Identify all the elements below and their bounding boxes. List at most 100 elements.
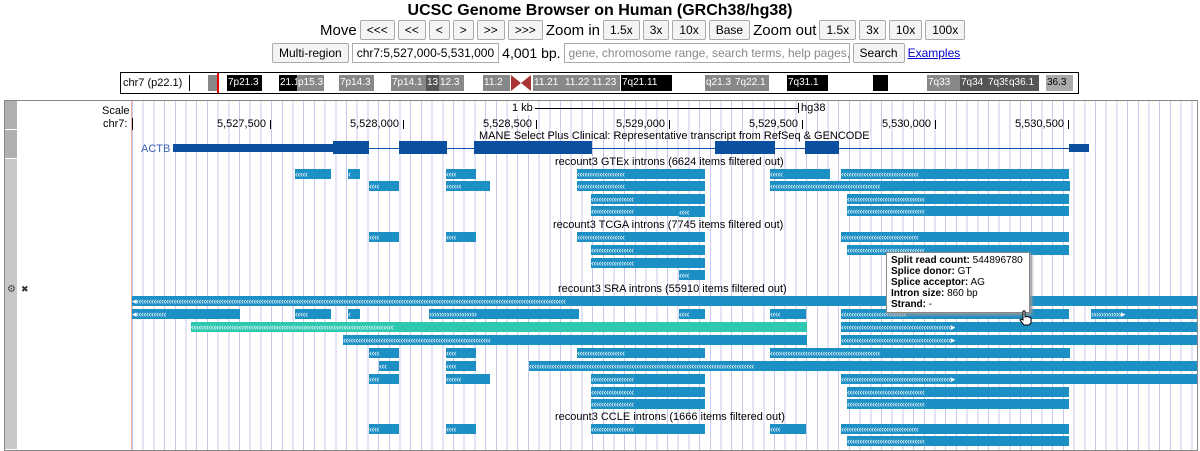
intron-feature[interactable]: ‹‹‹‹‹‹‹‹‹‹‹‹‹‹‹‹‹‹‹ — [577, 169, 705, 179]
move-right-button[interactable]: >> — [476, 20, 505, 40]
intron-feature[interactable]: ‹‹‹‹ — [369, 348, 399, 358]
intron-feature[interactable]: ‹‹‹‹‹‹‹‹‹‹‹‹‹‹‹‹‹ — [591, 206, 705, 216]
gene-intron-line — [173, 148, 1085, 149]
intron-feature[interactable]: ‹‹‹‹‹‹‹‹‹‹‹‹‹‹‹‹‹‹‹‹‹‹‹‹‹‹‹‹‹‹‹‹‹‹‹‹‹‹‹‹… — [343, 335, 807, 345]
examples-link[interactable]: Examples — [907, 46, 961, 60]
intron-feature[interactable]: ‹‹‹‹ — [369, 232, 399, 242]
intron-feature[interactable]: ‹‹‹‹‹‹‹‹‹‹‹‹‹‹‹‹‹ — [591, 387, 705, 397]
intron-feature[interactable]: ‹‹‹‹ — [446, 348, 476, 358]
zoom-out-10x-button[interactable]: 10x — [888, 20, 923, 40]
intron-feature[interactable]: ‹‹‹‹‹‹‹‹‹‹‹‹‹‹‹‹‹‹‹‹‹‹‹‹‹‹‹‹‹‹‹‹‹‹‹‹‹‹‹‹… — [841, 335, 1197, 345]
intron-feature[interactable]: ‹‹‹‹‹‹‹‹‹‹‹‹‹‹‹‹‹ — [591, 245, 705, 255]
intron-feature[interactable]: ‹‹‹‹ — [679, 309, 705, 319]
zoom-out-100x-button[interactable]: 100x — [925, 20, 966, 40]
gene-exon[interactable] — [333, 141, 369, 154]
gene-exon[interactable] — [173, 144, 333, 152]
intron-feature[interactable]: ‹‹‹‹ — [770, 424, 806, 434]
intron-feature[interactable]: ‹‹‹‹‹‹‹‹‹‹‹‹‹‹‹‹‹‹‹‹‹‹‹‹‹‹‹‹‹‹‹‹‹‹‹‹‹‹‹‹… — [191, 322, 807, 332]
track-grid — [132, 101, 1197, 450]
intron-feature[interactable]: ‹‹‹‹‹‹‹‹‹‹‹‹‹‹‹‹‹‹‹‹‹‹‹‹‹‹‹‹‹‹‹ — [847, 206, 1069, 216]
intron-feature[interactable]: ‹‹‹‹‹‹‹‹‹‹‹‹‹‹‹‹‹‹‹‹‹‹‹‹‹‹‹‹‹‹‹ — [841, 424, 1069, 434]
intron-feature[interactable]: ‹‹‹‹ — [770, 309, 806, 319]
search-input[interactable]: gene, chromosome range, search terms, he… — [563, 43, 850, 63]
intron-feature[interactable]: ‹ — [348, 169, 360, 179]
position-bar: Multi-region chr7:5,527,000-5,531,000 4,… — [272, 43, 960, 63]
intron-feature[interactable]: ‹‹‹‹‹ — [295, 309, 331, 319]
zoom-in-10x-button[interactable]: 10x — [672, 20, 706, 40]
intron-feature[interactable]: ‹‹‹‹‹‹‹‹‹‹‹‹‹‹‹‹‹ — [591, 399, 705, 409]
intron-feature[interactable]: ‹‹‹‹‹ — [295, 169, 331, 179]
intron-feature[interactable]: ‹‹‹‹ — [679, 270, 705, 280]
intron-feature[interactable]: ‹‹‹‹‹‹‹‹‹‹‹‹‹‹‹‹‹‹‹‹‹‹‹‹‹‹ — [841, 309, 1069, 319]
intron-feature[interactable]: ‹‹‹‹‹‹‹‹‹‹‹‹‹‹‹‹‹‹‹ — [577, 181, 705, 191]
intron-feature[interactable]: ‹‹‹‹‹‹‹‹‹‹‹‹‹‹‹‹‹‹‹‹‹‹‹‹‹‹‹‹‹‹‹ — [847, 436, 1069, 446]
intron-feature[interactable]: ‹‹‹‹‹‹‹‹‹‹‹‹‹‹‹‹‹‹‹‹‹‹‹‹‹‹‹‹‹‹‹‹‹‹‹‹‹‹‹‹… — [529, 361, 1197, 371]
scale-bar-right — [798, 103, 799, 113]
chromosome-ideogram[interactable]: chr7 (p22.1) 7p21.3 21.1 p15.3 7p14.3 7p… — [120, 72, 1079, 94]
intron-feature[interactable]: ◂‹‹‹‹‹‹‹‹‹‹‹‹‹‹‹‹‹‹‹‹‹‹‹‹‹‹‹‹‹‹‹‹‹‹‹‹‹‹‹… — [132, 296, 1197, 306]
zoom-out-1-5x-button[interactable]: 1.5x — [819, 20, 857, 40]
intron-feature[interactable]: ‹‹‹‹‹‹‹‹‹‹‹‹‹‹‹‹‹‹‹‹‹‹‹‹‹‹‹‹‹‹‹‹‹‹‹‹‹‹‹‹… — [770, 348, 1070, 358]
intron-feature[interactable]: ››››››››››››▸ — [1091, 309, 1197, 319]
intron-feature[interactable]: ‹‹‹‹‹‹ — [446, 374, 490, 384]
intron-feature[interactable]: ‹‹‹‹‹‹‹‹‹‹‹‹‹‹‹‹‹‹‹ — [577, 348, 705, 358]
move-far-right-button[interactable]: >>> — [507, 20, 543, 40]
zoom-in-1-5x-button[interactable]: 1.5x — [603, 20, 640, 40]
intron-feature[interactable]: ‹‹‹‹ — [446, 361, 476, 371]
intron-feature[interactable]: ‹‹‹‹ — [369, 181, 399, 191]
gear-icon[interactable]: ⚙ — [7, 284, 16, 295]
close-icon[interactable]: ✖ — [21, 284, 29, 294]
intron-feature[interactable]: ‹‹‹‹‹‹‹‹‹‹‹‹‹‹‹‹‹ — [591, 194, 705, 204]
intron-feature[interactable]: ‹‹‹‹ — [446, 169, 476, 179]
zoom-in-3x-button[interactable]: 3x — [642, 20, 670, 40]
intron-feature[interactable]: ‹‹‹‹‹‹‹‹‹‹‹‹‹‹‹‹‹‹‹‹‹‹‹‹‹‹‹‹‹‹‹ — [847, 387, 1069, 397]
intron-feature[interactable]: ‹‹‹‹ — [679, 207, 705, 217]
zoom-out-3x-button[interactable]: 3x — [859, 20, 886, 40]
intron-feature[interactable]: ‹‹‹‹‹‹‹‹‹‹‹‹‹‹‹‹‹‹‹‹‹‹‹‹‹‹‹‹‹‹‹‹‹‹‹‹‹‹‹‹… — [841, 322, 1197, 332]
intron-feature[interactable]: ‹‹‹‹‹‹‹‹‹‹‹‹‹‹‹‹‹‹‹ — [577, 232, 705, 242]
intron-feature[interactable]: ‹‹‹‹‹‹‹‹‹‹‹‹‹‹‹‹‹‹‹‹‹‹‹‹‹‹‹‹‹‹‹‹‹‹‹‹‹‹‹‹… — [841, 374, 1197, 384]
zoom-in-base-button[interactable]: Base — [708, 20, 751, 40]
intron-feature[interactable]: ‹‹‹‹ — [446, 424, 476, 434]
intron-feature[interactable]: ◂‹‹‹‹‹‹‹‹‹‹‹‹ — [132, 309, 240, 319]
side-button-recount3[interactable] — [5, 159, 17, 450]
intron-feature[interactable]: ‹‹‹‹‹ — [770, 169, 830, 179]
side-button-mane[interactable] — [5, 130, 17, 159]
search-button[interactable]: Search — [852, 43, 905, 63]
intron-feature[interactable]: ‹‹‹‹‹‹‹‹‹‹‹‹‹‹‹‹‹ — [591, 424, 705, 434]
side-button-ruler[interactable] — [5, 101, 17, 130]
move-step-left-button[interactable]: < — [428, 20, 450, 40]
zoom-out-label: Zoom out — [753, 21, 817, 39]
gene-exon[interactable] — [715, 141, 775, 154]
gene-label-actb[interactable]: ACTB — [141, 143, 171, 155]
gene-exon[interactable] — [474, 141, 592, 154]
multi-region-button[interactable]: Multi-region — [272, 43, 349, 63]
move-step-right-button[interactable]: > — [452, 20, 474, 40]
genome-browser-image[interactable]: ⚙ ✖ Scale chr7: 1 kb hg38 5,527,500 5,52… — [4, 100, 1198, 451]
intron-feature[interactable]: ‹‹‹‹ — [369, 424, 399, 434]
ideogram-band: q21.3 — [705, 75, 734, 91]
gene-exon[interactable] — [1069, 144, 1089, 152]
intron-feature[interactable]: ‹‹‹‹‹‹‹‹‹‹‹‹‹‹‹‹‹‹‹‹‹‹‹‹‹‹‹‹‹‹‹ — [841, 232, 1069, 242]
gene-exon[interactable] — [805, 141, 839, 154]
position-input[interactable]: chr7:5,527,000-5,531,000 — [351, 43, 500, 63]
ideogram-band: 11.2 — [483, 75, 510, 91]
intron-feature[interactable]: ‹ — [348, 309, 360, 319]
intron-feature[interactable]: ‹‹‹‹ — [369, 374, 399, 384]
intron-feature[interactable]: ‹‹‹‹‹‹‹‹‹‹‹‹‹‹‹‹‹ — [591, 374, 705, 384]
nav-bar: Move <<< << < > >> >>> Zoom in 1.5x 3x 1… — [320, 20, 966, 40]
intron-feature[interactable]: ‹‹‹‹‹‹‹‹‹‹‹‹‹‹‹‹‹‹‹‹‹‹‹‹‹‹‹‹‹‹‹‹‹‹‹‹‹‹‹‹… — [770, 181, 1070, 191]
move-far-left-button[interactable]: <<< — [359, 20, 395, 40]
intron-feature[interactable]: ››››››››››››››››››› — [429, 309, 579, 319]
intron-feature[interactable]: ‹‹‹‹‹‹‹‹‹‹‹‹‹‹‹‹‹‹‹‹‹‹‹‹‹‹‹‹‹‹‹ — [847, 194, 1069, 204]
intron-feature[interactable]: ‹‹‹‹‹‹‹‹‹‹‹‹‹‹‹‹‹‹‹‹‹‹‹‹‹‹‹‹‹‹‹ — [847, 245, 1069, 255]
intron-feature[interactable]: ‹‹‹‹‹‹ — [446, 181, 490, 191]
intron-feature[interactable]: ‹‹‹‹‹‹‹‹‹‹‹‹‹‹‹‹‹ — [591, 258, 705, 268]
ruler-tick — [935, 120, 936, 129]
intron-feature[interactable]: ‹‹‹‹‹‹‹‹‹‹‹‹‹‹‹‹‹‹‹‹‹‹‹‹‹‹‹‹‹‹‹ — [841, 169, 1069, 179]
intron-feature[interactable]: ‹‹‹‹ — [446, 232, 476, 242]
intron-feature[interactable]: ‹‹‹‹‹‹‹‹‹‹‹‹‹‹‹‹‹‹‹‹‹‹‹‹‹‹‹‹‹‹‹ — [847, 399, 1069, 409]
move-left-button[interactable]: << — [397, 20, 426, 40]
gene-exon[interactable] — [399, 141, 447, 154]
intron-feature[interactable]: ‹‹‹ — [379, 361, 399, 371]
